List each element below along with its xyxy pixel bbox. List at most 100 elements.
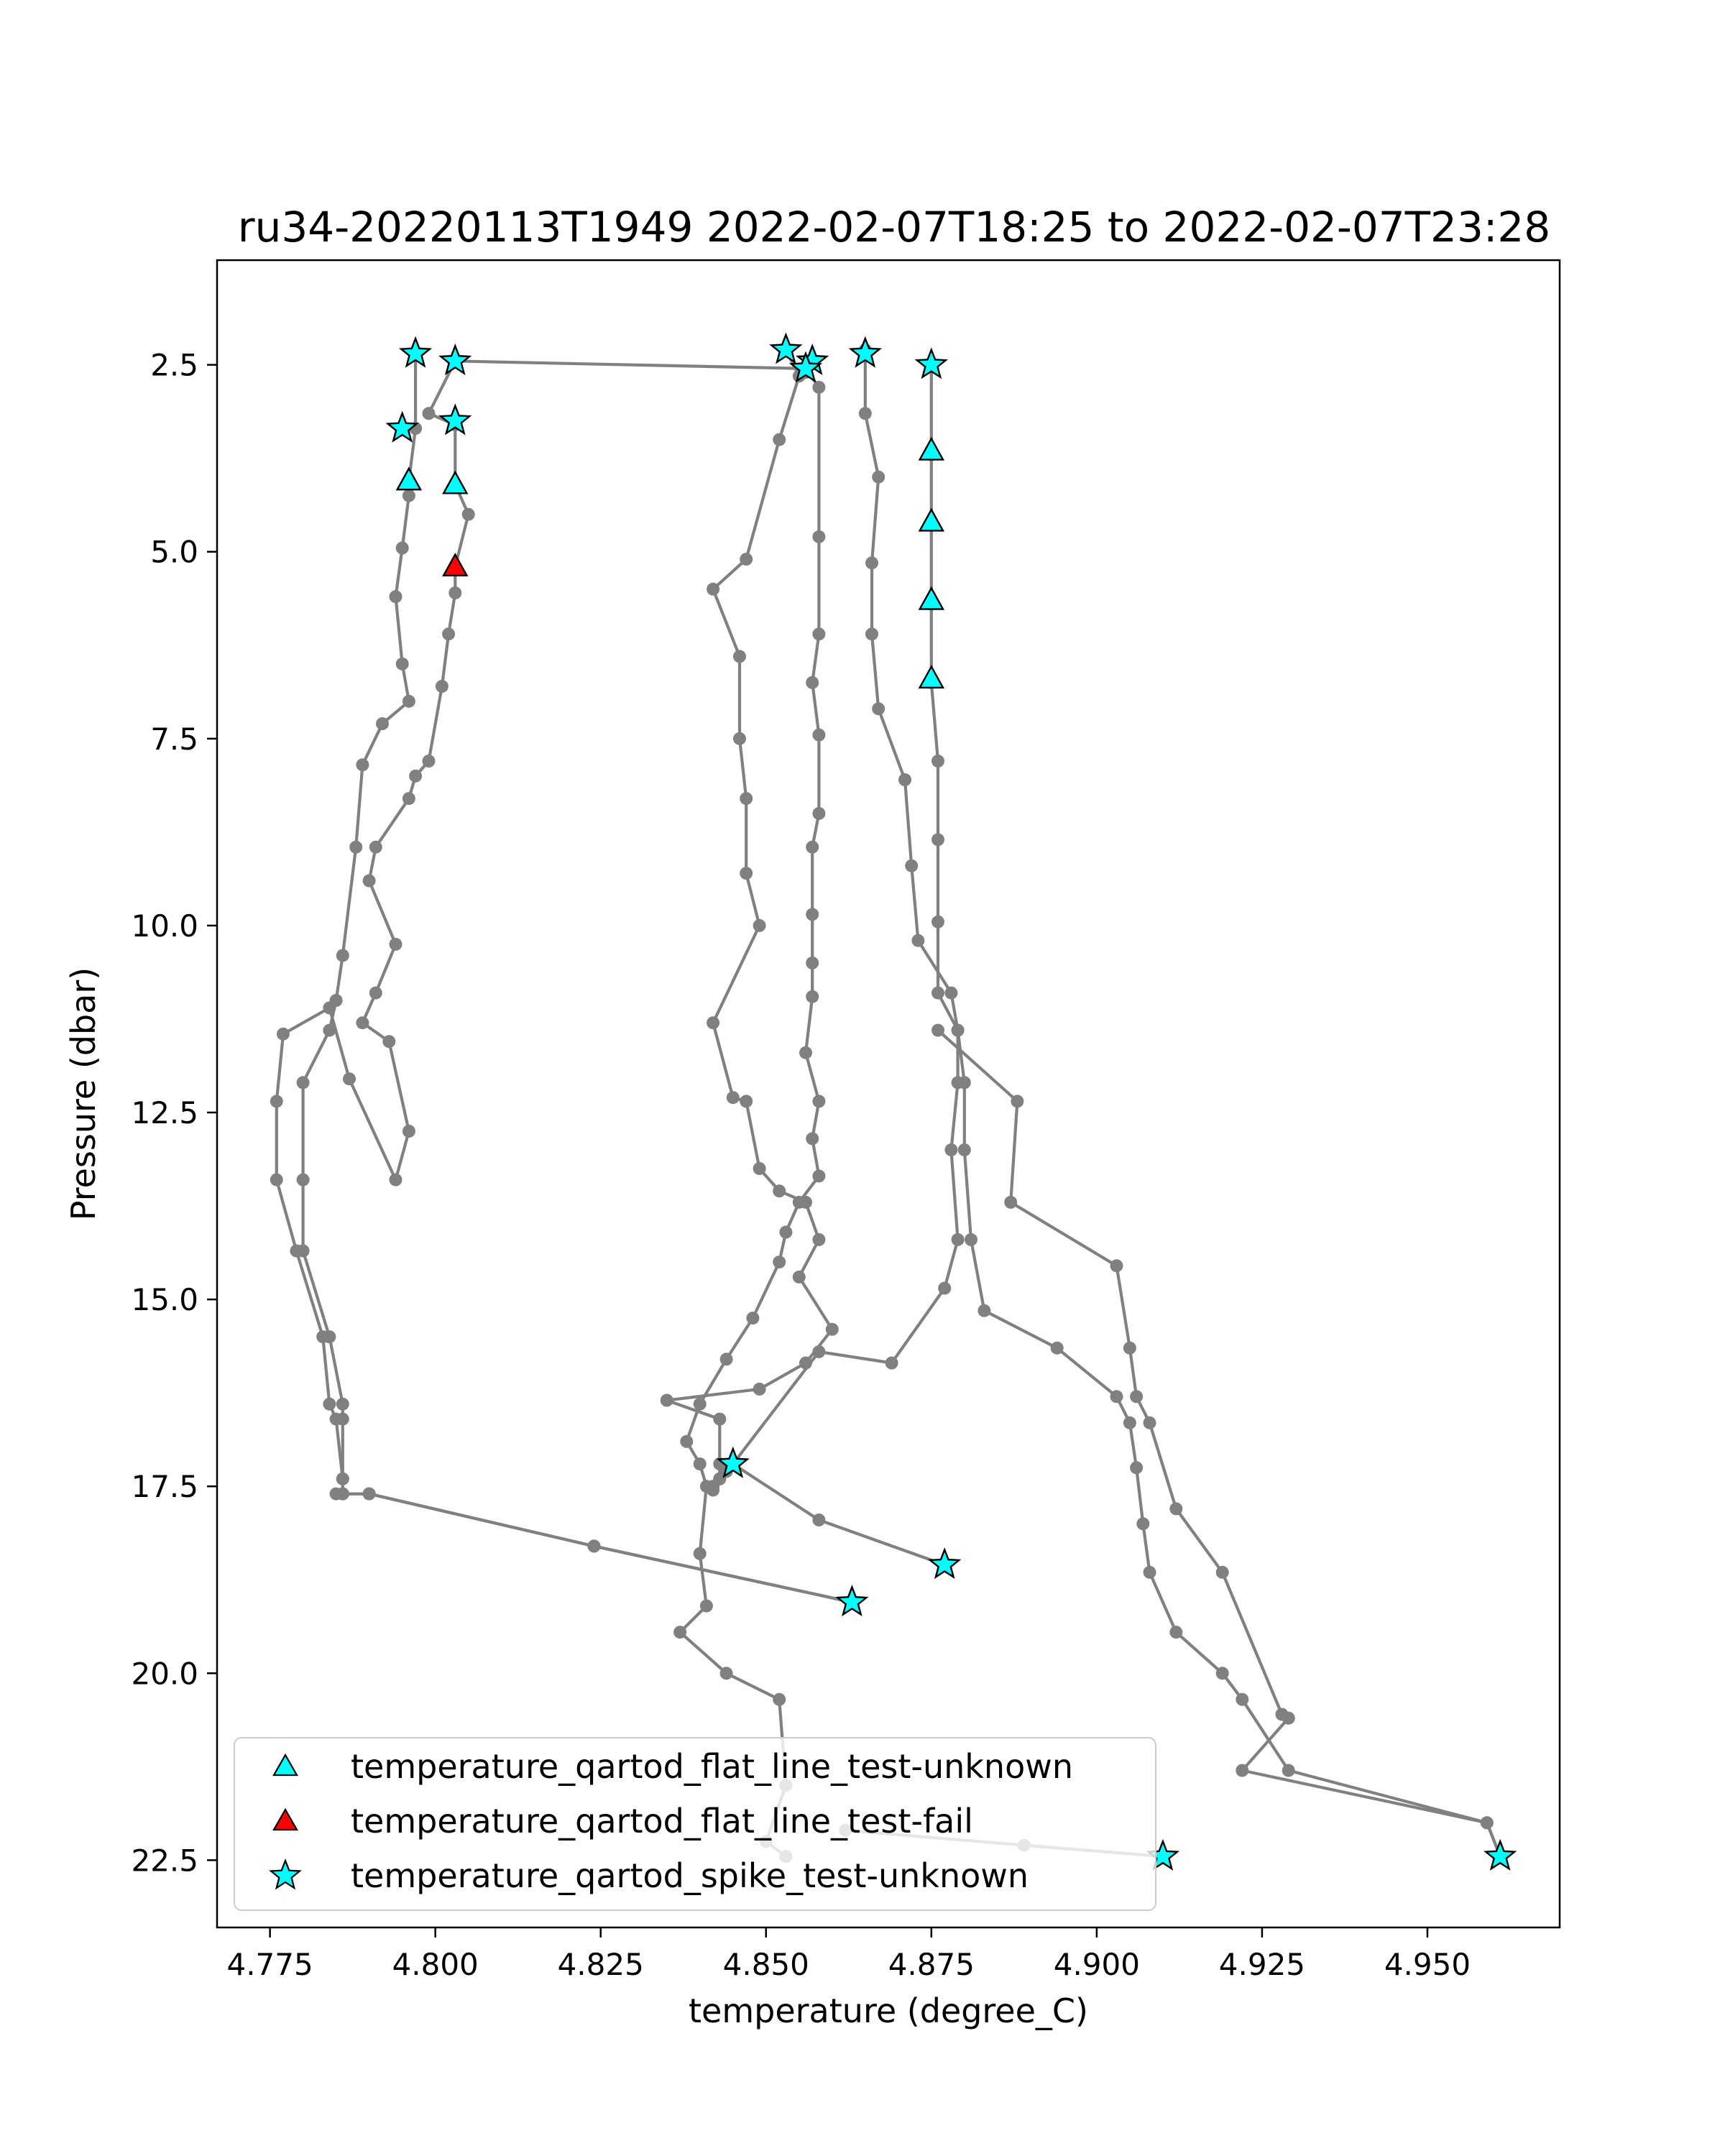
data-point — [773, 1256, 786, 1269]
data-point — [369, 840, 382, 854]
spike-unknown-marker — [398, 336, 433, 368]
data-point — [402, 792, 415, 806]
data-point — [740, 553, 753, 566]
x-axis: 4.775 4.800 4.825 4.850 4.875 4.900 4.925 4.950 — [226, 1927, 1471, 1982]
data-point — [951, 1023, 965, 1037]
profile-line — [718, 349, 960, 1466]
spike-unknown-marker — [788, 351, 823, 383]
data-point — [402, 489, 415, 502]
data-point — [932, 986, 944, 1000]
data-point — [812, 728, 826, 742]
data-point — [680, 1434, 694, 1448]
data-point — [806, 956, 819, 969]
data-point — [329, 1487, 343, 1501]
data-point — [865, 627, 878, 641]
data-point — [898, 773, 911, 786]
data-point — [389, 590, 402, 604]
spike-unknown-marker — [928, 1547, 962, 1580]
data-point — [806, 1132, 819, 1146]
data-point — [905, 859, 919, 872]
y-tick-label: 15.0 — [131, 1282, 198, 1317]
y-tick-label: 5.0 — [150, 535, 198, 570]
data-point — [1136, 1517, 1150, 1531]
data-point — [356, 1016, 369, 1030]
data-point — [932, 755, 944, 768]
data-point — [402, 1125, 415, 1138]
data-point — [1110, 1259, 1123, 1273]
data-point — [461, 507, 475, 521]
data-point — [812, 1169, 826, 1183]
data-point — [1004, 1195, 1018, 1209]
data-point — [422, 407, 436, 420]
flat-line-unknown-marker — [918, 665, 944, 689]
profile-line — [929, 364, 1502, 1857]
data-point — [812, 1345, 826, 1358]
data-point — [1123, 1341, 1136, 1355]
spike-unknown-marker — [438, 344, 472, 376]
data-point — [740, 867, 753, 880]
data-point — [858, 407, 872, 420]
x-tick-label: 4.925 — [1219, 1947, 1305, 1982]
data-point — [369, 986, 382, 1000]
data-point — [932, 915, 944, 929]
data-point — [323, 1001, 336, 1015]
series-spike-unknown — [385, 332, 1517, 1871]
spike-unknown-marker — [716, 1446, 750, 1478]
data-point — [389, 937, 402, 951]
data-point — [376, 717, 389, 730]
data-point — [753, 1382, 766, 1396]
x-tick-label: 4.775 — [226, 1947, 313, 1982]
data-point — [1480, 1816, 1494, 1830]
data-point — [395, 541, 409, 555]
data-point — [448, 586, 462, 599]
x-tick-label: 4.825 — [558, 1947, 644, 1982]
data-point — [699, 1599, 713, 1613]
data-point — [336, 1472, 349, 1485]
y-tick-label: 20.0 — [131, 1656, 198, 1691]
spike-unknown-marker — [769, 332, 803, 364]
data-point — [806, 676, 819, 689]
data-point — [362, 874, 376, 888]
data-point — [872, 702, 886, 716]
x-tick-label: 4.800 — [392, 1947, 479, 1982]
legend: temperature_qartod_flat_line_test-unknow… — [234, 1737, 1156, 1911]
data-point — [825, 1322, 839, 1336]
data-point — [865, 556, 878, 570]
data-point — [693, 1457, 707, 1470]
data-point — [872, 470, 886, 484]
data-point — [753, 918, 766, 932]
data-point — [382, 1035, 396, 1049]
data-point — [951, 1233, 965, 1246]
legend-box — [234, 1737, 1156, 1911]
legend-star-unknown-icon — [269, 1858, 302, 1890]
data-point — [944, 1143, 958, 1156]
flat-line-fail-marker — [442, 553, 469, 576]
data-point — [812, 1514, 826, 1526]
data-point — [673, 1626, 687, 1639]
data-point — [733, 732, 746, 745]
y-tick-label: 22.5 — [131, 1843, 198, 1878]
data-point — [707, 582, 720, 596]
data-point — [1123, 1416, 1136, 1429]
data-point — [812, 627, 826, 641]
data-point — [1143, 1565, 1156, 1579]
data-point — [409, 769, 423, 783]
data-point — [395, 657, 409, 671]
y-tick-label: 10.0 — [131, 908, 198, 944]
plot-frame — [216, 259, 1561, 1929]
flat-line-unknown-marker — [918, 436, 944, 461]
data-point — [799, 1195, 812, 1209]
data-point — [740, 792, 753, 806]
data-point — [1236, 1764, 1249, 1777]
data-point — [812, 530, 826, 543]
data-point — [356, 758, 369, 772]
data-point — [944, 986, 958, 1000]
data-point — [719, 1353, 733, 1366]
y-axis-label: Pressure (dbar) — [64, 967, 103, 1220]
data-point — [1011, 1095, 1024, 1108]
data-point — [719, 1667, 733, 1680]
data-point — [707, 1016, 720, 1030]
flat-line-unknown-marker — [918, 586, 944, 610]
data-point — [932, 1023, 944, 1037]
series-flat-line-unknown — [395, 436, 944, 689]
